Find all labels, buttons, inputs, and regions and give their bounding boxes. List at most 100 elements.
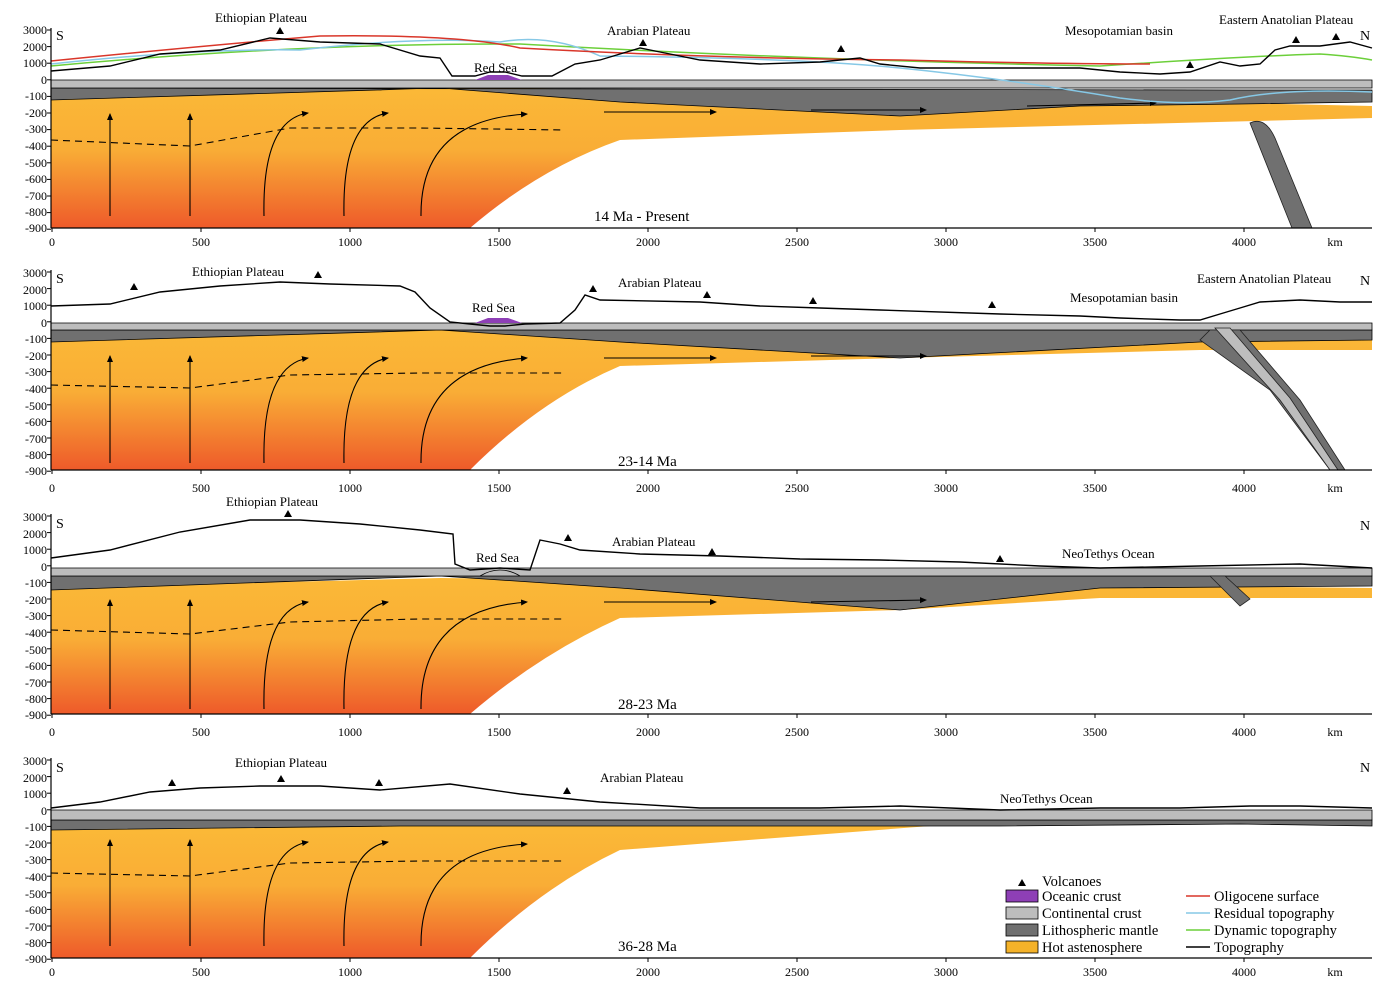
volcano-icon: [277, 775, 285, 782]
north-label: N: [1360, 274, 1370, 289]
y-tick-label: -500: [25, 156, 47, 170]
y-tick-label: 0: [41, 804, 47, 818]
legend-label-continental-crust: Continental crust: [1042, 906, 1141, 922]
y-tick-label: -400: [25, 139, 47, 153]
x-axis-unit: km: [1327, 235, 1343, 249]
x-tick-label: 0: [49, 481, 55, 495]
y-tick-label: -300: [25, 853, 47, 867]
y-tick-label: -700: [25, 432, 47, 446]
x-tick-label: 1500: [487, 481, 511, 495]
panel-23-14ma: [50, 271, 1373, 471]
volcano-icon: [988, 301, 996, 308]
volcano-icon: [639, 39, 647, 46]
x-tick-label: 1000: [338, 235, 362, 249]
place-label-red-sea: Red Sea: [472, 300, 515, 315]
place-label-arabian-plateau: Arabian Plateau: [618, 275, 702, 290]
y-tick-label: 1000: [23, 787, 47, 801]
y-tick-label: -600: [25, 659, 47, 673]
axes: [50, 28, 1372, 959]
volcano-icon: [284, 510, 292, 517]
x-tick-label: 4000: [1232, 725, 1256, 739]
panel-labels: S N Ethiopian Plateau Arabian Plateau Re…: [56, 10, 1370, 955]
legend-label-hot-asthenosphere: Hot astenosphere: [1042, 940, 1142, 956]
volcano-icon: [703, 291, 711, 298]
place-label-neotethys-ocean: NeoTethys Ocean: [1062, 546, 1155, 561]
y-tick-label: -400: [25, 626, 47, 640]
y-tick-label: -100: [25, 576, 47, 590]
place-label-ethiopian-plateau: Ethiopian Plateau: [226, 494, 319, 509]
place-label-arabian-plateau: Arabian Plateau: [612, 534, 696, 549]
y-tick-label: 3000: [23, 754, 47, 768]
x-tick-label: 0: [49, 965, 55, 979]
y-tick-label: -500: [25, 887, 47, 901]
volcano-icon: [996, 555, 1004, 562]
x-tick-label: 1000: [338, 965, 362, 979]
x-tick-label: 2500: [785, 481, 809, 495]
x-tick-label: 4000: [1232, 965, 1256, 979]
volcano-icon: [276, 27, 284, 34]
x-axis-unit: km: [1327, 481, 1343, 495]
volcano-icon: [314, 271, 322, 278]
panel-36-28ma: [50, 775, 1373, 958]
y-tick-label: -300: [25, 609, 47, 623]
y-tick-label: -200: [25, 593, 47, 607]
y-tick-label: -500: [25, 643, 47, 657]
x-tick-label: 4000: [1232, 481, 1256, 495]
y-tick-label: 0: [41, 316, 47, 330]
legend-label-topography: Topography: [1214, 940, 1285, 956]
y-tick-label: -300: [25, 365, 47, 379]
legend-swatch-hot-asthenosphere: [1005, 940, 1039, 954]
y-tick-label: -200: [25, 837, 47, 851]
place-label-arabian-plateau: Arabian Plateau: [600, 770, 684, 785]
y-tick-label: 2000: [23, 771, 47, 785]
y-tick-label: -100: [25, 332, 47, 346]
y-tick-label: -700: [25, 920, 47, 934]
axis-ticks: [47, 29, 1245, 962]
volcano-icon: [375, 779, 383, 786]
volcano-icon: [809, 297, 817, 304]
x-tick-label: 2500: [785, 235, 809, 249]
y-tick-label: -800: [25, 936, 47, 950]
flow-arrows: [50, 100, 1157, 217]
y-tick-label: -900: [25, 464, 47, 478]
x-tick-label: 500: [192, 965, 210, 979]
place-label-red-sea: Red Sea: [474, 60, 517, 75]
x-tick-label: 500: [192, 725, 210, 739]
volcano-icon: [1018, 879, 1026, 886]
place-label-mesopotamian-basin: Mesopotamian basin: [1070, 290, 1178, 305]
y-tick-label: -100: [25, 89, 47, 103]
place-label-arabian-plateau: Arabian Plateau: [607, 23, 691, 38]
surface-lines: [50, 35, 1373, 104]
legend-label-oceanic-crust: Oceanic crust: [1042, 889, 1121, 905]
volcano-icon: [708, 548, 716, 555]
y-tick-label: -300: [25, 122, 47, 136]
x-tick-label: 3000: [934, 481, 958, 495]
x-tick-label: 3000: [934, 725, 958, 739]
y-tick-label: 1000: [23, 543, 47, 557]
x-tick-label: 3000: [934, 235, 958, 249]
y-tick-label: -800: [25, 692, 47, 706]
north-label: N: [1360, 29, 1370, 44]
place-label-eastern-anatolian-plateau: Eastern Anatolian Plateau: [1219, 12, 1354, 27]
volcano-icon: [589, 285, 597, 292]
legend-label-lithospheric-mantle: Lithospheric mantle: [1042, 923, 1158, 939]
y-tick-label: -700: [25, 676, 47, 690]
place-label-ethiopian-plateau: Ethiopian Plateau: [192, 264, 285, 279]
volcano-icon: [1332, 33, 1340, 40]
x-tick-label: 1000: [338, 725, 362, 739]
volcano-icon: [1186, 61, 1194, 68]
x-tick-label: 1500: [487, 965, 511, 979]
south-label: S: [56, 29, 64, 44]
x-tick-label: 2500: [785, 725, 809, 739]
period-label: 14 Ma - Present: [594, 209, 690, 225]
y-tick-label: 2000: [23, 283, 47, 297]
y-tick-label: -800: [25, 205, 47, 219]
south-label: S: [56, 272, 64, 287]
y-tick-label: -600: [25, 415, 47, 429]
place-label-ethiopian-plateau: Ethiopian Plateau: [215, 10, 308, 25]
x-tick-label: 1500: [487, 235, 511, 249]
x-tick-label: 500: [192, 481, 210, 495]
y-tick-label: 2000: [23, 40, 47, 54]
legend-label-volcanoes: Volcanoes: [1042, 874, 1102, 890]
